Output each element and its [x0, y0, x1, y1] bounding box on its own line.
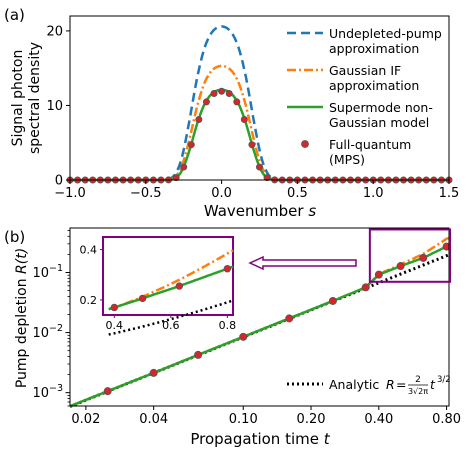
panel-a-ticks: −1.0 −0.5 0.0 0.5 1.0 1.5 0 10 20	[46, 24, 459, 201]
panel-b-legend-formula-lhs: R	[386, 377, 395, 392]
panel-a-legend-label: Full-quantum	[329, 137, 411, 152]
panel-b-xtick-label: 0.20	[297, 412, 326, 427]
panel-b-xtick-label: 0.02	[71, 412, 100, 427]
panel-a-xtick-label: 1.0	[363, 186, 384, 201]
panel-a-legend-label: approximation	[329, 78, 419, 93]
panel-a-ylabel-line2: spectral density	[27, 42, 43, 154]
panel-b-legend-formula-num: 2	[415, 375, 421, 385]
panel-b-ticks: 0.02 0.04 0.10 0.20 0.40 0.80 10−3 10−2 10−1	[32, 230, 461, 427]
panel-b-xtick-label: 0.04	[139, 412, 168, 427]
panel-a: (a) −1.0 −0.5 0.0 0.5 1.0 1.5 0 10 20 Wavenumber…	[4, 6, 459, 220]
panel-b-legend-formula-exp: 3/2	[437, 375, 451, 385]
panel-b-ylabel: Pump depletion R(t)	[14, 248, 30, 388]
panel-b-mps-point	[149, 368, 158, 377]
panel-b-legend-label: Analytic	[329, 377, 379, 392]
panel-b-inset-ytick-label: 0.4	[80, 244, 98, 257]
panel-a-label: (a)	[4, 6, 25, 24]
panel-b-xlabel: Propagation time t	[190, 430, 330, 448]
panel-b-inset-xtick-label: 0.4	[106, 319, 124, 332]
panel-b-inset-mps-point	[110, 303, 119, 312]
panel-a-legend-label: Gaussian IF	[329, 63, 401, 78]
panel-b-inset-frame	[102, 236, 234, 316]
panel-b-legend-formula-var: t	[430, 377, 436, 392]
panel-b-mps-point	[239, 332, 248, 341]
panel-b-series-line	[69, 253, 450, 408]
panel-a-mps-point	[195, 115, 203, 123]
panel-a-legend-label: Gaussian model	[329, 115, 429, 130]
panel-a-ytick-label: 0	[55, 174, 63, 189]
panel-a-legend-label: (MPS)	[329, 152, 365, 167]
panel-a-mps-point	[210, 89, 218, 97]
panel-a-xtick-label: −0.5	[130, 186, 162, 201]
panel-b-inset-mps-point	[138, 294, 147, 303]
panel-b-mps-point	[103, 387, 112, 396]
panel-a-frame	[69, 15, 450, 181]
panel-b-inset-ytick-label: 0.2	[80, 294, 98, 307]
panel-a-mps-point	[218, 87, 226, 95]
panel-a-mps-point	[255, 163, 263, 171]
panel-a-xtick-label: 0.0	[211, 186, 232, 201]
panel-b-mps-point	[194, 350, 203, 359]
panel-b-inset: 0.4 0.6 0.8 0.2 0.4	[80, 228, 451, 336]
panel-a-xtick-label: 1.5	[439, 186, 460, 201]
panel-a-legend-label: Supermode non-	[329, 100, 433, 115]
panel-b-inset-mps-point	[223, 265, 232, 273]
panel-a-mps-point	[263, 174, 271, 182]
panel-b-xtick-label: 0.80	[432, 412, 461, 427]
panel-a-ylabel-line1: Signal photon	[10, 50, 26, 147]
panel-b-ytick-label: 10−3	[32, 383, 63, 401]
panel-a-mps-point	[187, 141, 195, 149]
panel-a-mps-point	[172, 174, 180, 182]
panel-b-mps-point	[285, 314, 294, 323]
panel-b-inset-analytic-line	[108, 299, 234, 336]
panel-b-mps-point	[361, 283, 370, 292]
panel-a-xtick-label: 0.5	[287, 186, 308, 201]
panel-a-legend-marker	[301, 140, 309, 148]
panel-b-legend: Analytic R = 2 3√2π t 3/2	[287, 375, 451, 396]
panel-b-inset-supermode-line	[108, 265, 234, 311]
panel-b-xtick-label: 0.10	[229, 412, 258, 427]
panel-b-plot-area	[69, 236, 451, 408]
panel-b-mps-point	[419, 253, 428, 262]
panel-b-ytick-label: 10−2	[32, 323, 63, 341]
panel-b-zoom-arrow	[248, 255, 357, 271]
panel-a-mps-point	[180, 163, 188, 171]
panel-a-ylabel: Signal photon spectral density	[10, 42, 43, 154]
panel-a-mps-point	[240, 115, 248, 123]
panel-b-label: (b)	[4, 228, 25, 246]
panel-a-legend-label: Undepleted-pump	[329, 26, 442, 41]
panel-b-mps-point	[396, 262, 405, 271]
panel-b-legend-formula-den: 3√2π	[408, 387, 428, 396]
panel-b-frame	[69, 227, 450, 407]
panel-b-inset-mps-point	[175, 282, 184, 290]
panel-a-xtick-label: −1.0	[54, 186, 86, 201]
panel-a-xlabel: Wavenumber s	[204, 202, 316, 220]
panel-b-xtick-label: 0.40	[364, 412, 393, 427]
panel-a-ytick-label: 10	[46, 99, 63, 114]
panel-b-series-line	[69, 245, 449, 408]
panel-a-mps-point	[202, 98, 210, 106]
panel-b: (b) 0.02 0.04 0.10 0.20 0.40 0.80 10−3 10−2 10−1…	[4, 227, 461, 448]
panel-b-mps-point	[328, 296, 337, 305]
panel-a-legend-label: approximation	[329, 41, 419, 56]
panel-a-ytick-label: 20	[46, 24, 63, 39]
panel-b-legend-formula-eq: =	[396, 377, 406, 392]
panel-b-zoom-box	[368, 228, 451, 283]
panel-b-ytick-label: 10−1	[32, 263, 63, 281]
panel-b-mps-point	[374, 270, 383, 279]
panel-b-inset-xtick-label: 0.8	[219, 319, 237, 332]
panel-a-mps-point	[233, 98, 241, 106]
panel-a-mps-point	[248, 141, 256, 149]
panel-a-mps-point	[225, 89, 233, 97]
panel-b-inset-xtick-label: 0.6	[162, 319, 180, 332]
